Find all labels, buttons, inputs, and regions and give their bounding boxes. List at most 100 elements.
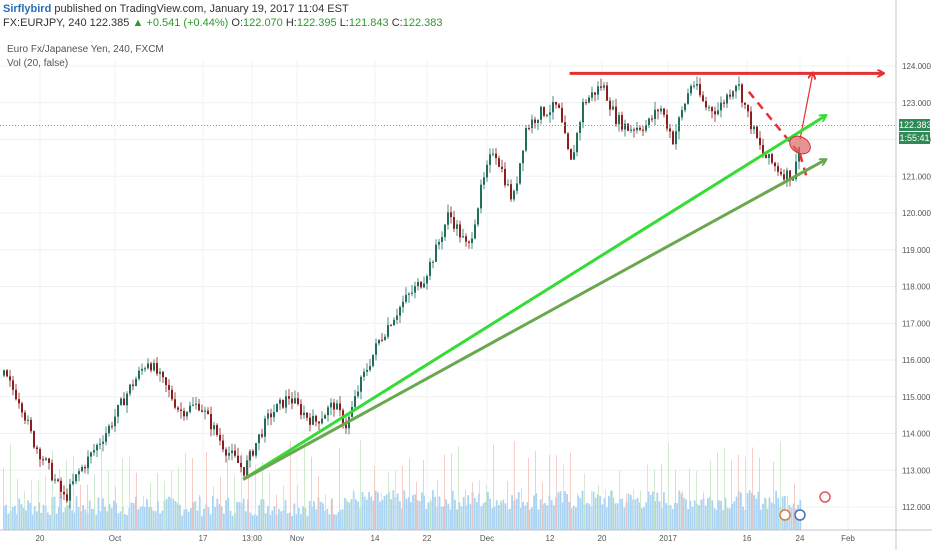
candle-body bbox=[486, 164, 488, 178]
volume-bar bbox=[88, 500, 91, 530]
volume-bar bbox=[440, 506, 443, 530]
y-tick-label: 112.000 bbox=[902, 503, 931, 512]
volume-bar bbox=[539, 499, 542, 530]
candle-body bbox=[570, 148, 572, 160]
volume-bar bbox=[689, 500, 692, 530]
volume-bar bbox=[223, 513, 225, 530]
candle-body bbox=[204, 410, 206, 412]
volume-bar bbox=[665, 503, 667, 530]
candle-body bbox=[585, 102, 587, 104]
volume-bar bbox=[187, 511, 190, 530]
volume-bar bbox=[25, 510, 27, 530]
candle-body bbox=[138, 370, 140, 379]
volume-bar bbox=[106, 511, 109, 530]
series-legend[interactable]: Euro Fx/Japanese Yen, 240, FXCM bbox=[7, 44, 164, 55]
volume-bar bbox=[165, 498, 168, 530]
candle-body bbox=[294, 398, 296, 404]
volume-bar bbox=[297, 507, 300, 530]
candle-body bbox=[507, 184, 509, 186]
volume-bar bbox=[104, 506, 106, 530]
volume-bar bbox=[601, 504, 604, 530]
volume-legend[interactable]: Vol (20, false) bbox=[7, 58, 69, 69]
author-name[interactable]: Sirflybird bbox=[3, 3, 52, 15]
volume-bar bbox=[634, 499, 637, 530]
volume-spike bbox=[388, 471, 389, 530]
volume-spike bbox=[640, 490, 641, 530]
candle-body bbox=[246, 460, 248, 476]
candle-body bbox=[480, 184, 482, 209]
volume-spike bbox=[752, 447, 753, 530]
candle-body bbox=[99, 443, 101, 445]
x-tick-label: 20 bbox=[598, 534, 607, 543]
candle-body bbox=[87, 456, 89, 469]
volume-bar bbox=[115, 502, 117, 530]
volume-bar bbox=[764, 497, 766, 530]
volume-spike bbox=[101, 448, 102, 530]
candle-body bbox=[483, 177, 485, 185]
volume-bar bbox=[707, 498, 709, 530]
candle-body bbox=[708, 107, 710, 109]
candle-body bbox=[171, 389, 173, 400]
x-tick-label: 22 bbox=[423, 534, 432, 543]
candle-body bbox=[141, 368, 143, 371]
candle-body bbox=[72, 481, 74, 485]
volume-spike bbox=[654, 469, 655, 530]
volume-bar bbox=[537, 509, 540, 530]
candle-body bbox=[234, 450, 236, 456]
candle-body bbox=[405, 294, 407, 302]
volume-bar bbox=[146, 499, 148, 530]
volume-bar bbox=[7, 513, 10, 530]
volume-bar bbox=[592, 491, 595, 530]
volume-bar bbox=[179, 504, 181, 530]
symbol-label: FX:EURJPY, 240 bbox=[3, 17, 87, 29]
volume-bar bbox=[201, 515, 203, 530]
candle-body bbox=[522, 150, 524, 164]
volume-spike bbox=[171, 470, 172, 530]
volume-bar bbox=[663, 492, 665, 530]
publish-line: Sirflybird published on TradingView.com,… bbox=[3, 3, 349, 15]
candle-body bbox=[291, 398, 293, 404]
volume-bar bbox=[480, 506, 483, 530]
low-label: L: bbox=[339, 17, 349, 29]
volume-bar bbox=[762, 503, 764, 530]
candle-body bbox=[759, 137, 761, 146]
volume-bar bbox=[469, 503, 472, 530]
volume-bar bbox=[425, 508, 428, 530]
volume-spike bbox=[633, 489, 634, 530]
volume-spike bbox=[738, 454, 739, 530]
x-tick-label: 2017 bbox=[659, 534, 677, 543]
volume-bar bbox=[113, 500, 115, 530]
volume-bar bbox=[544, 503, 546, 530]
volume-bar bbox=[249, 512, 252, 530]
candle-body bbox=[765, 154, 767, 159]
volume-bar bbox=[374, 490, 377, 530]
volume-bar bbox=[135, 496, 137, 530]
volume-bar bbox=[423, 495, 425, 530]
candle-body bbox=[528, 128, 530, 130]
candle-body bbox=[237, 455, 239, 464]
candle-body bbox=[48, 458, 50, 463]
candle-body bbox=[357, 391, 359, 397]
volume-spike bbox=[59, 469, 60, 530]
volume-spike bbox=[234, 475, 235, 530]
candle-body bbox=[282, 399, 284, 408]
volume-spike bbox=[780, 440, 781, 530]
last-price-label: 122.383 bbox=[899, 119, 932, 132]
volume-bar bbox=[751, 493, 753, 530]
volume-spike bbox=[143, 495, 144, 530]
volume-bar bbox=[381, 500, 384, 530]
candle-body bbox=[651, 118, 653, 120]
x-tick-label: 13:00 bbox=[242, 534, 263, 543]
candle-body bbox=[627, 123, 629, 131]
candle-body bbox=[636, 127, 638, 131]
candle-body bbox=[33, 431, 35, 448]
candle-body bbox=[378, 339, 380, 344]
volume-bar bbox=[546, 505, 549, 530]
volume-bar bbox=[302, 506, 304, 530]
candle-body bbox=[228, 453, 230, 456]
volume-spike bbox=[318, 476, 319, 530]
volume-spike bbox=[94, 474, 95, 530]
candle-body bbox=[156, 362, 158, 374]
